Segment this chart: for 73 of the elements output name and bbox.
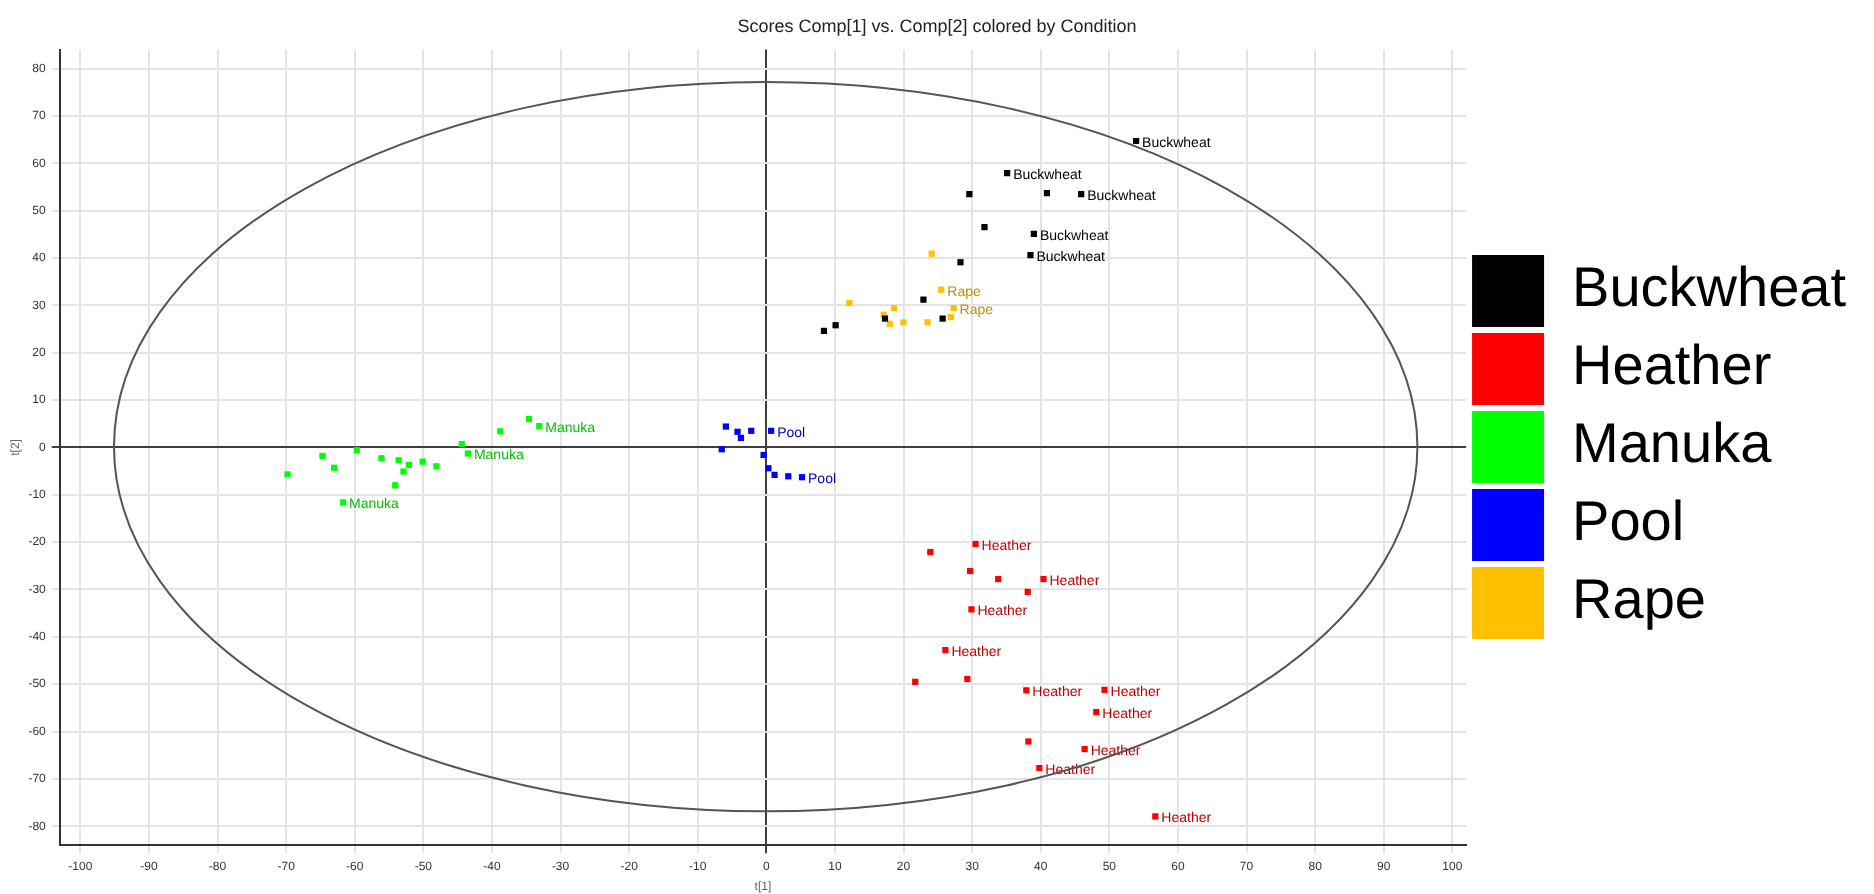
chart-title: Scores Comp[1] vs. Comp[2] colored by Condition bbox=[737, 15, 1137, 36]
point bbox=[912, 678, 919, 685]
point bbox=[392, 482, 399, 489]
point bbox=[832, 322, 839, 329]
point bbox=[886, 320, 893, 327]
point bbox=[771, 471, 778, 478]
point bbox=[900, 319, 907, 326]
legend-label: Buckwheat bbox=[1572, 256, 1847, 319]
point bbox=[1081, 745, 1088, 753]
point bbox=[768, 427, 775, 434]
point bbox=[339, 499, 347, 506]
point bbox=[1152, 813, 1159, 820]
point bbox=[1093, 709, 1100, 716]
point bbox=[966, 190, 973, 198]
point bbox=[400, 468, 407, 475]
point bbox=[939, 315, 946, 322]
point bbox=[353, 447, 360, 454]
point bbox=[957, 259, 964, 266]
point bbox=[942, 646, 949, 654]
point bbox=[890, 305, 898, 312]
point bbox=[433, 463, 440, 470]
point bbox=[1024, 588, 1031, 595]
point bbox=[1101, 686, 1108, 693]
point bbox=[820, 327, 828, 335]
point bbox=[760, 451, 767, 459]
point bbox=[964, 675, 971, 683]
point bbox=[924, 319, 931, 326]
point bbox=[1132, 137, 1140, 145]
point bbox=[785, 473, 792, 480]
point bbox=[419, 458, 426, 465]
point bbox=[331, 464, 338, 471]
legend-label: Rape bbox=[1572, 568, 1706, 631]
point bbox=[1036, 764, 1043, 772]
point bbox=[950, 305, 957, 312]
point bbox=[972, 540, 979, 548]
point bbox=[966, 567, 974, 575]
point bbox=[1004, 170, 1011, 177]
point bbox=[536, 422, 543, 430]
point bbox=[928, 250, 935, 257]
point bbox=[927, 548, 934, 556]
point bbox=[284, 471, 291, 478]
point bbox=[458, 440, 465, 448]
point bbox=[734, 428, 741, 435]
point bbox=[748, 427, 755, 434]
point bbox=[405, 461, 413, 469]
point bbox=[981, 224, 988, 231]
point bbox=[1078, 190, 1085, 198]
point bbox=[1023, 687, 1030, 694]
point bbox=[1027, 252, 1034, 259]
point bbox=[378, 455, 385, 462]
point bbox=[395, 457, 402, 464]
point bbox=[765, 465, 772, 472]
point bbox=[497, 428, 504, 435]
point bbox=[1025, 738, 1032, 745]
point bbox=[798, 474, 806, 481]
legend-label: Pool bbox=[1572, 490, 1685, 553]
point bbox=[718, 446, 725, 453]
point bbox=[920, 296, 927, 303]
point bbox=[722, 423, 729, 430]
point bbox=[1030, 230, 1037, 237]
legend-label: Manuka bbox=[1572, 412, 1773, 475]
legend-label: Heather bbox=[1572, 334, 1772, 397]
point bbox=[1043, 189, 1051, 197]
point bbox=[968, 606, 975, 613]
point bbox=[995, 575, 1002, 583]
point bbox=[525, 415, 533, 423]
point bbox=[319, 452, 326, 460]
point bbox=[846, 299, 853, 307]
point bbox=[1040, 575, 1047, 583]
point bbox=[737, 434, 745, 442]
point bbox=[938, 286, 945, 293]
point bbox=[947, 314, 954, 321]
point bbox=[464, 450, 472, 457]
